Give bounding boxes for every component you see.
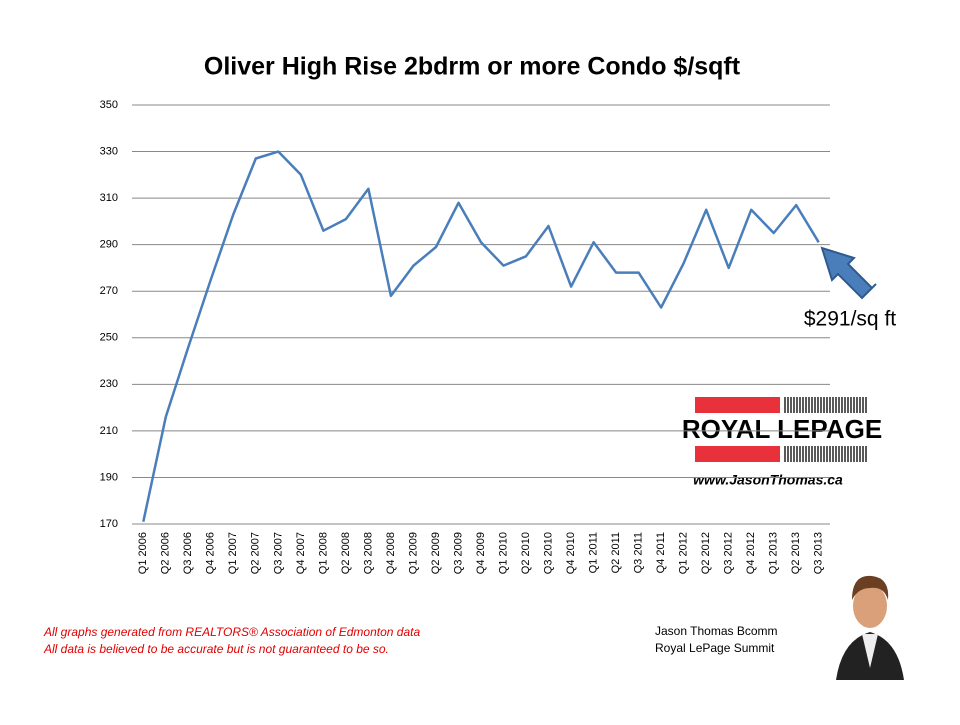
- annotation: $291/sq ft: [804, 308, 896, 331]
- x-tick-label: Q3 2006: [182, 532, 194, 574]
- x-tick-label: Q4 2008: [385, 532, 397, 574]
- x-tick-label: Q4 2011: [655, 532, 667, 573]
- data-line: [142, 150, 820, 522]
- y-tick-label: 210: [100, 425, 118, 437]
- chart-title: Oliver High Rise 2bdrm or more Condo $/s…: [204, 53, 741, 81]
- x-tick-label: Q3 2012: [723, 532, 735, 574]
- portrait-hair: [852, 575, 889, 600]
- y-tick-label: 290: [100, 239, 118, 251]
- x-tick-label: Q1 2010: [497, 532, 509, 574]
- footnote: All graphs generated from REALTORS® Asso…: [43, 625, 420, 639]
- x-tick-label: Q3 2010: [542, 532, 554, 574]
- y-tick-label: 270: [100, 285, 118, 297]
- x-tick-label: Q1 2013: [768, 532, 780, 574]
- x-tick-label: Q4 2012: [745, 532, 757, 574]
- logo: ROYAL LEPAGE www.JasonThomas.ca: [682, 397, 882, 488]
- x-tick-label: Q3 2009: [452, 532, 464, 574]
- x-tick-label: Q3 2011: [633, 532, 645, 573]
- logo-bar: [695, 446, 780, 462]
- y-tick-label: 170: [100, 518, 118, 530]
- footnote: All data is believed to be accurate but …: [43, 642, 389, 656]
- y-tick-label: 330: [100, 145, 118, 157]
- x-tick-label: Q1 2007: [227, 532, 239, 574]
- y-tick-label: 350: [100, 99, 118, 111]
- logo-website: www.JasonThomas.ca: [693, 472, 843, 488]
- portrait-shirt: [862, 634, 878, 668]
- y-tick-label: 190: [100, 471, 118, 483]
- x-tick-label: Q2 2009: [430, 532, 442, 574]
- x-tick-label: Q1 2009: [407, 532, 419, 574]
- logo-bar: [695, 397, 780, 413]
- x-tick-label: Q4 2010: [565, 532, 577, 574]
- x-tick-label: Q4 2007: [295, 532, 307, 574]
- y-tick-label: 250: [100, 332, 118, 344]
- annotation-arrow: [820, 246, 877, 300]
- x-tick-label: Q2 2011: [610, 532, 622, 573]
- x-tick-label: Q4 2006: [205, 532, 217, 574]
- x-tick-label: Q3 2013: [813, 532, 825, 574]
- x-tick-label: Q1 2011: [587, 532, 599, 573]
- signature: Jason Thomas Bcomm: [655, 624, 778, 638]
- y-tick-label: 230: [100, 378, 118, 390]
- x-tick-label: Q1 2006: [137, 532, 149, 574]
- x-tick-label: Q3 2008: [362, 532, 374, 574]
- x-tick-label: Q2 2012: [700, 532, 712, 574]
- x-tick-label: Q2 2007: [250, 532, 262, 574]
- x-tick-label: Q2 2008: [340, 532, 352, 574]
- portrait: [834, 572, 906, 680]
- portrait-face: [853, 584, 887, 628]
- x-tick-label: Q2 2010: [520, 532, 532, 574]
- logo-stripes: [784, 397, 867, 462]
- arrow: [820, 246, 877, 300]
- signature: Royal LePage Summit: [655, 641, 775, 655]
- x-tick-label: Q2 2006: [160, 532, 172, 574]
- x-tick-label: Q4 2009: [475, 532, 487, 574]
- x-tick-label: Q1 2008: [317, 532, 329, 574]
- logo-brand: ROYAL LEPAGE: [682, 414, 882, 444]
- y-tick-label: 310: [100, 192, 118, 204]
- x-tick-label: Q1 2012: [678, 532, 690, 574]
- x-tick-label: Q2 2013: [790, 532, 802, 574]
- x-tick-label: Q3 2007: [272, 532, 284, 574]
